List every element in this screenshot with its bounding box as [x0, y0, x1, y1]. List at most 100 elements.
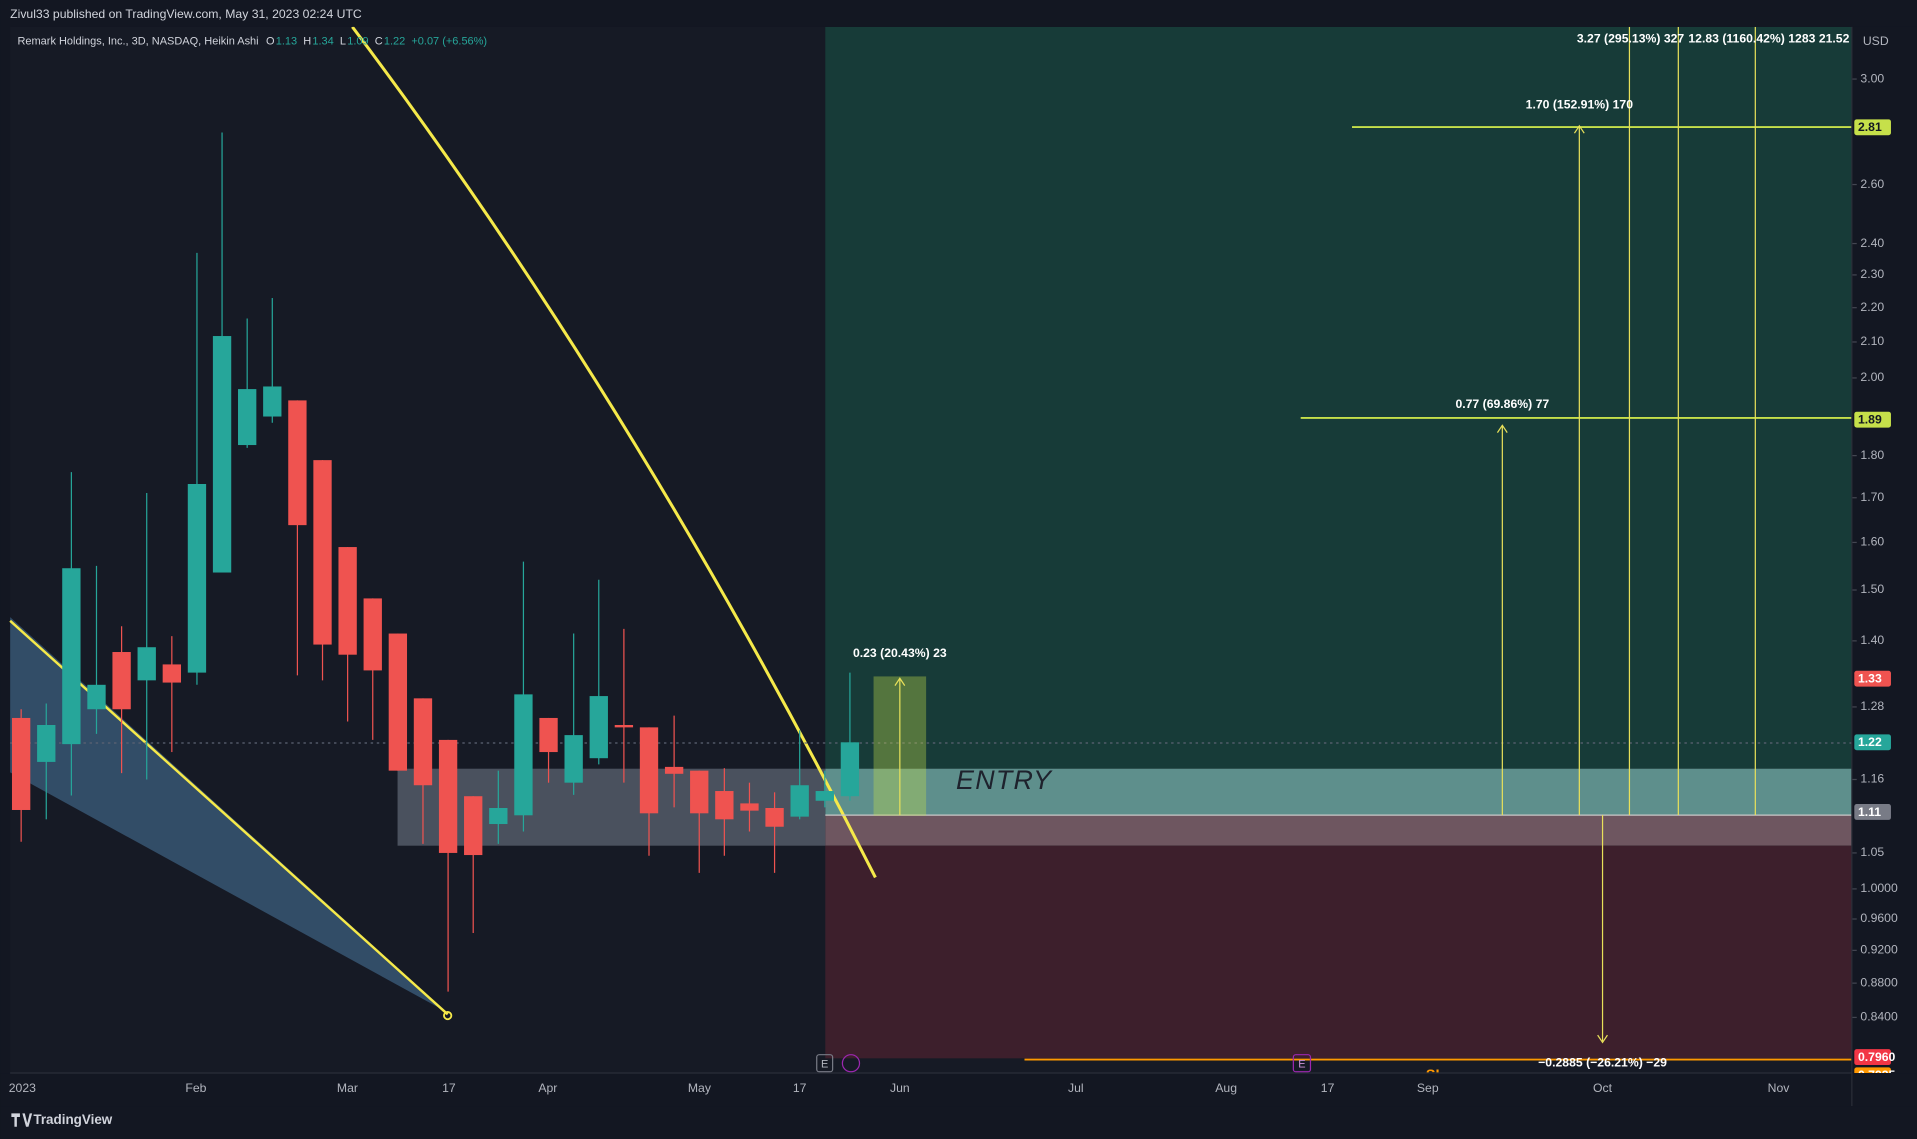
y-tick-label: 3.00 [1860, 71, 1884, 85]
candle-body [413, 698, 433, 786]
candle-body [37, 725, 56, 762]
candle-body [438, 739, 458, 853]
trend-line [9, 619, 449, 1016]
annotation: 3.27 (295.13%) 327 [1577, 31, 1685, 45]
ohlc-value: 1.34 [312, 35, 333, 47]
y-tick-label: 2.40 [1860, 236, 1884, 250]
candle-body [263, 386, 282, 417]
price-axis [1851, 26, 1917, 1074]
y-tick-label: 1.16 [1860, 772, 1884, 786]
y-tick-label: 0.9200 [1860, 943, 1898, 957]
y-tick-label: 1.05 [1860, 845, 1884, 859]
candle-body [187, 484, 207, 673]
x-tick-label: Aug [1215, 1081, 1237, 1095]
y-tick-label: 0.8400 [1860, 1010, 1898, 1024]
y-tick-label: 1.28 [1860, 699, 1884, 713]
time-axis [0, 1073, 1917, 1107]
annotation: 12.83 (1160.42%) 1283 21.52 [1688, 31, 1849, 45]
ohlc-key: L [340, 35, 346, 47]
x-tick-label: Nov [1768, 1081, 1791, 1095]
event-icon-text: E [821, 1058, 828, 1070]
x-tick-label: Mar [337, 1081, 358, 1095]
ohlc-key: O [266, 35, 275, 47]
candle-body [639, 727, 659, 814]
event-icon-text: E [1298, 1058, 1305, 1070]
y-tick-label: 2.10 [1860, 334, 1884, 348]
price-label: 2.81 [1858, 120, 1882, 134]
y-tick-label: 0.9600 [1860, 911, 1898, 925]
x-tick-label: 2023 [9, 1081, 36, 1095]
entry-label: ENTRY [956, 765, 1053, 795]
candle-body [288, 400, 307, 526]
candle-body [790, 785, 809, 817]
y-tick-label: 1.70 [1860, 490, 1884, 504]
candle-body [564, 735, 583, 783]
price-label-bg [1854, 1049, 1891, 1066]
candle-body [489, 808, 508, 825]
x-tick-label: Sep [1417, 1081, 1439, 1095]
event-icon[interactable] [816, 1054, 834, 1073]
change: +0.07 (+6.56%) [411, 35, 487, 47]
ohlc-key: H [303, 35, 311, 47]
candle-body [62, 568, 81, 745]
price-label-bg [1854, 411, 1891, 428]
point [443, 1010, 453, 1021]
wedge [10, 617, 447, 1012]
candle-body [464, 796, 483, 856]
ohlc-value: 1.13 [276, 35, 297, 47]
price-label-bg [1854, 670, 1891, 687]
y-axis: 3.00 2.60 2.40 2.30 2.20 2.10 2.00 1.80 1.70 1.60… [1851, 71, 1898, 1084]
price-label: 1.22 [1858, 735, 1882, 749]
candle-body [614, 725, 634, 728]
candle-body [162, 664, 181, 683]
candle-body [112, 652, 131, 710]
x-tick-label: 17 [793, 1081, 807, 1095]
logo [11, 1113, 33, 1127]
trend-curve [351, 26, 877, 879]
annotation: −0.2885 (−26.21%) −29 [1538, 1055, 1667, 1069]
price-label-bg [1854, 734, 1891, 751]
annotation: 0.23 (20.43%) 23 [853, 646, 947, 660]
y-tick-label: 2.60 [1860, 177, 1884, 191]
event-icon[interactable] [841, 1054, 861, 1073]
x-tick-label: May [688, 1081, 712, 1095]
candle-body [715, 791, 734, 820]
publisher: Zivul33 published on TradingView.com, Ma… [10, 7, 362, 21]
profit-zone [825, 26, 1852, 769]
candle-body [840, 742, 860, 797]
candle-body [388, 633, 408, 771]
symbol: Remark Holdings, Inc., 3D, NASDAQ, Heiki… [17, 35, 258, 47]
y-unit: USD [1863, 34, 1889, 48]
candle-body [137, 647, 156, 681]
y-tick-label: 1.50 [1860, 582, 1884, 596]
candle-body [313, 460, 332, 645]
candle-body [212, 336, 232, 573]
candle-body [87, 684, 106, 710]
x-tick-label: 17 [442, 1081, 456, 1095]
y-tick-label: 2.30 [1860, 267, 1884, 281]
ohlc-value: 1.22 [384, 35, 405, 47]
x-tick-label: Apr [538, 1081, 557, 1095]
loss-zone [825, 845, 1852, 1059]
y-tick-label: 1.80 [1860, 448, 1884, 462]
price-label-bg [1854, 804, 1891, 820]
annotation: 1.70 (152.91%) 170 [1526, 97, 1634, 111]
event-icon[interactable] [1292, 1054, 1312, 1073]
entry-box [397, 768, 826, 846]
footer [0, 1106, 1917, 1139]
x-tick-label: Jun [890, 1081, 910, 1095]
x-tick-label: Feb [185, 1081, 206, 1095]
entry-loss-zone [825, 815, 1852, 846]
candle-body [11, 717, 31, 810]
y-tick-label: 2.20 [1860, 300, 1884, 314]
x-tick-label: Oct [1593, 1081, 1613, 1095]
x-tick-label: 17 [1321, 1081, 1335, 1095]
candle-body [690, 770, 709, 814]
y-tick-label: 1.0000 [1860, 881, 1898, 895]
price-label: 1.11 [1858, 805, 1881, 819]
price-label-bg [1854, 119, 1891, 136]
price-label: 0.7960 [1858, 1050, 1896, 1064]
candle-body [539, 717, 558, 753]
